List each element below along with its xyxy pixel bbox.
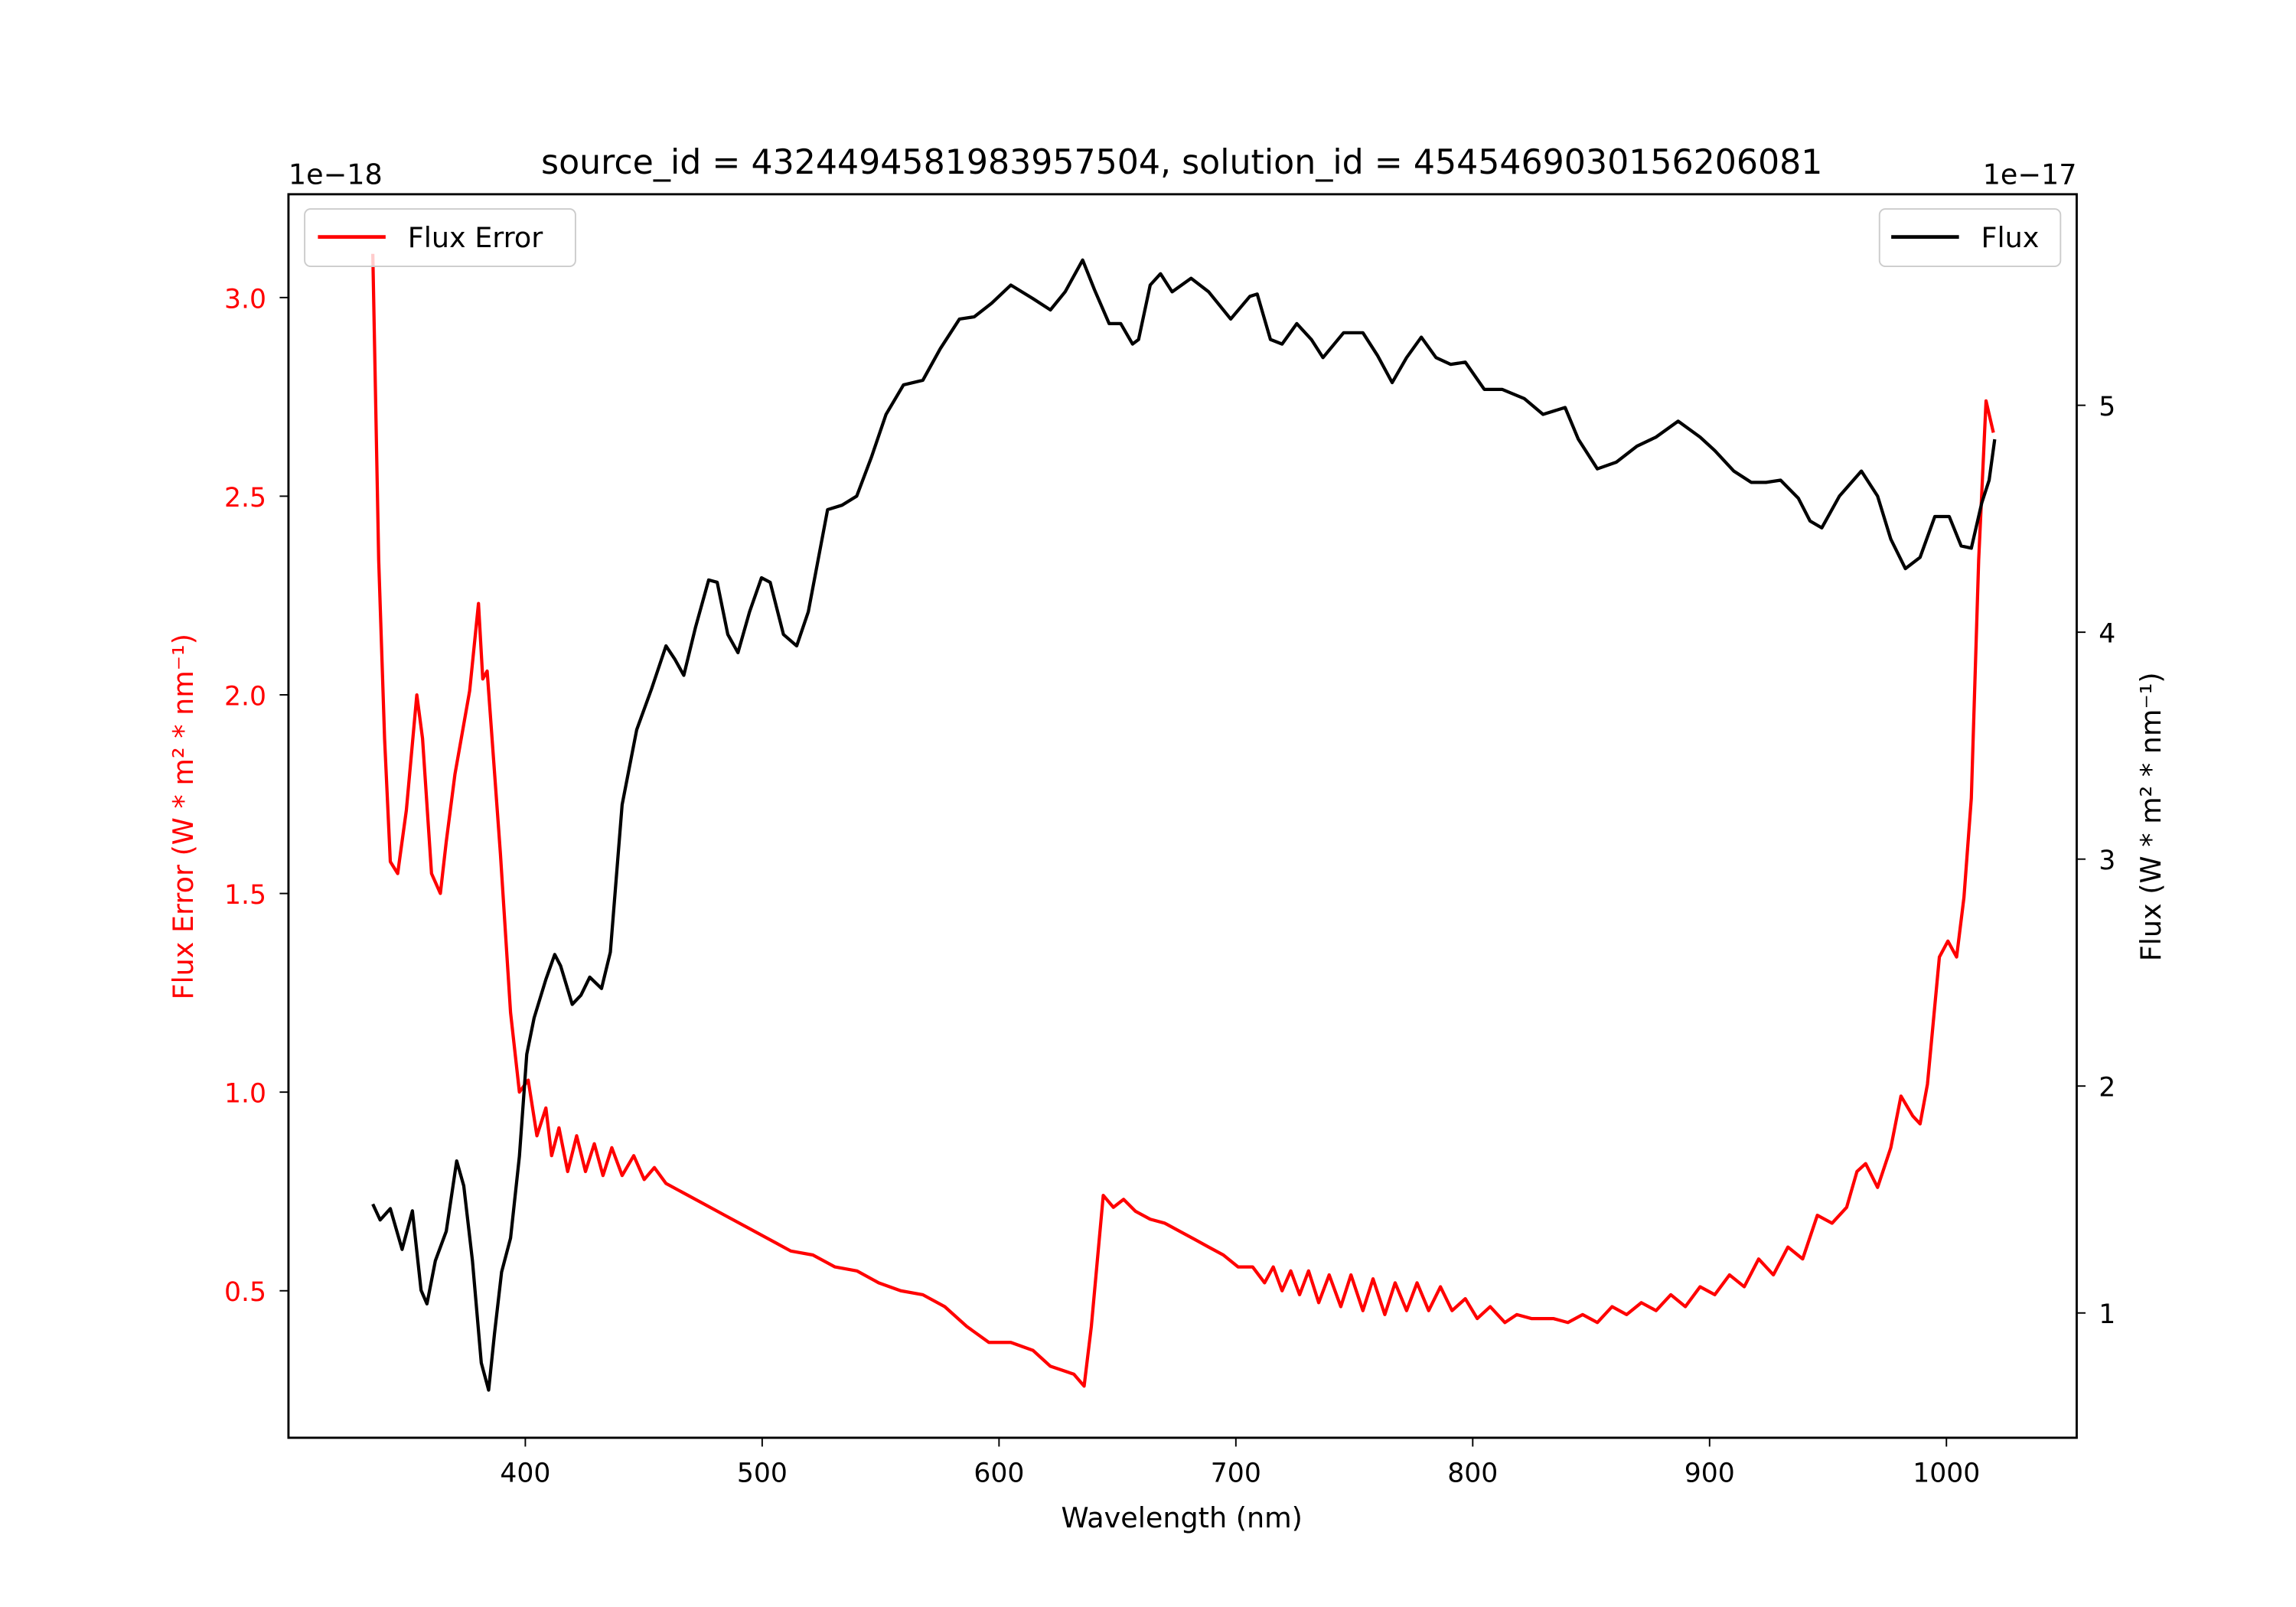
plot-frame: [287, 193, 2078, 1439]
right-y-axis-label: Flux (W * m² * nm⁻¹): [2135, 672, 2167, 961]
legend-label-flux: Flux: [1981, 221, 2039, 254]
chart-title: source_id = 4324494581983957504, solutio…: [541, 143, 1822, 182]
series-line-flux-error: [371, 253, 1995, 1388]
x-tick-label: 1000: [1913, 1459, 1980, 1489]
x-tick-label: 700: [1211, 1459, 1261, 1489]
right-y-tick-label: 3: [2099, 846, 2115, 876]
ticks: 400 500 600 700 800 900 1000 0.5 1.0 1.5 2.0 2.5 3.0…: [224, 284, 2115, 1488]
x-tick-label: 800: [1447, 1459, 1498, 1489]
x-axis-label: Wavelength (nm): [1062, 1501, 1303, 1534]
left-y-tick-label: 1.5: [224, 880, 266, 911]
legend-flux-error: Flux Error: [304, 208, 576, 268]
left-y-tick-label: 0.5: [224, 1277, 266, 1308]
right-axis-offset: 1e−17: [1983, 158, 2077, 191]
left-axis-offset: 1e−18: [289, 158, 383, 191]
right-y-tick-label: 4: [2099, 619, 2115, 650]
right-y-tick-label: 2: [2099, 1073, 2115, 1103]
left-y-tick-label: 1.0: [224, 1079, 266, 1110]
left-y-axis-label: Flux Error (W * m² * nm⁻¹): [167, 634, 200, 1000]
series-layer: [371, 253, 1997, 1392]
legend-label-flux-error: Flux Error: [408, 221, 544, 254]
series-line-flux: [371, 258, 1997, 1392]
right-y-tick-label: 1: [2099, 1299, 2115, 1330]
left-y-tick-label: 3.0: [224, 284, 266, 315]
left-y-tick-label: 2.5: [224, 483, 266, 513]
legend-box: [304, 208, 576, 268]
right-y-tick-label: 5: [2099, 392, 2115, 422]
left-y-tick-label: 2.0: [224, 681, 266, 712]
legend-box: [1878, 208, 2062, 268]
x-tick-label: 500: [737, 1459, 788, 1489]
x-tick-label: 900: [1684, 1459, 1735, 1489]
x-tick-label: 600: [974, 1459, 1024, 1489]
legend-flux: Flux: [1878, 208, 2062, 268]
x-tick-label: 400: [500, 1459, 550, 1489]
